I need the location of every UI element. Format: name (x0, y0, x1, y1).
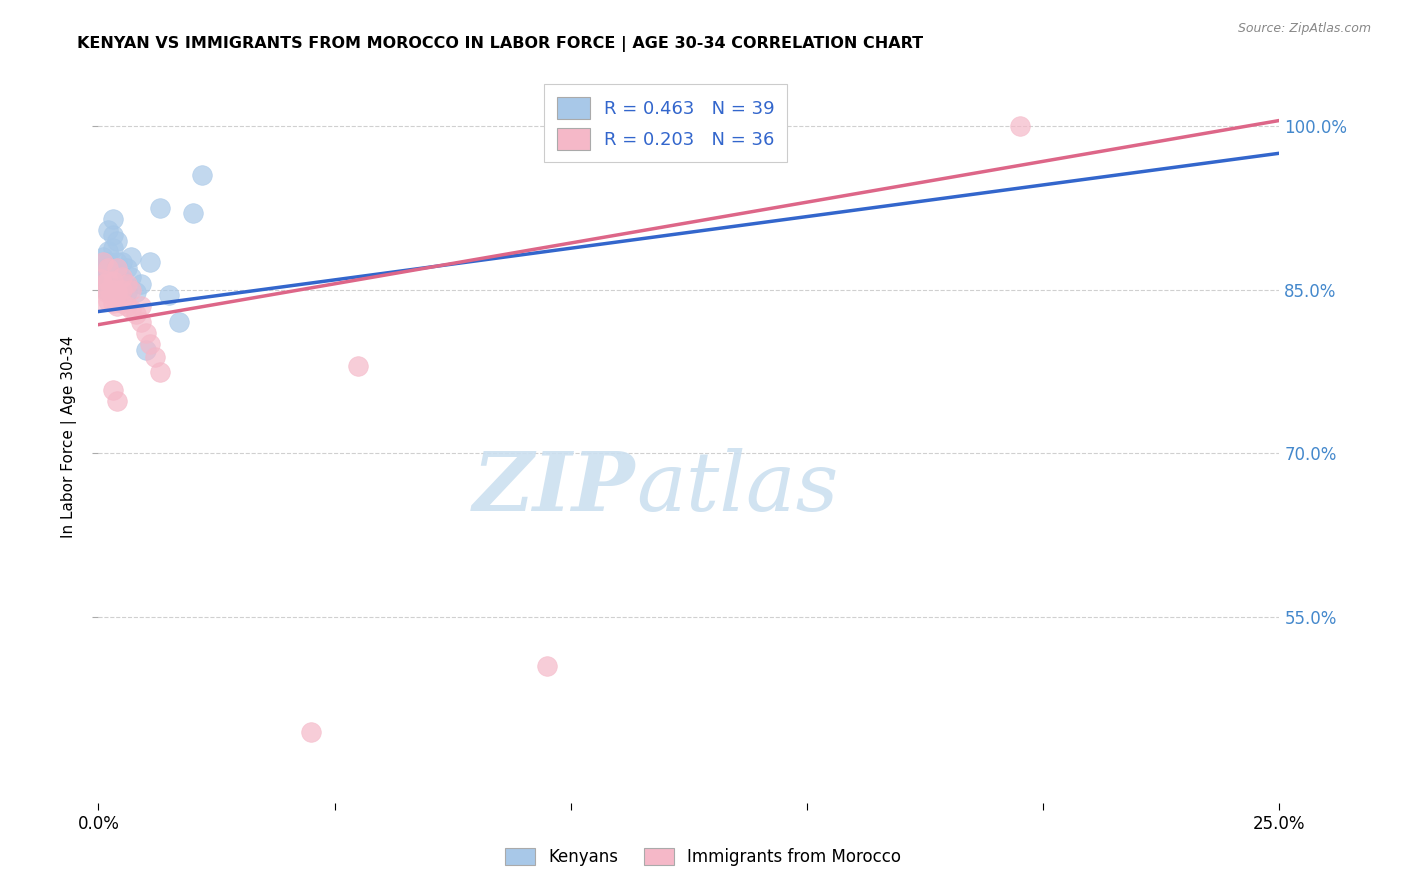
Point (101, 383, 124, 397)
Point (101, 295, 124, 310)
Point (91, 255, 114, 269)
Point (143, 351, 166, 365)
Point (105, 255, 128, 269)
Point (98, 285, 121, 299)
Point (111, 272, 134, 286)
Legend: Kenyans, Immigrants from Morocco: Kenyans, Immigrants from Morocco (496, 840, 910, 875)
Text: atlas: atlas (636, 449, 838, 528)
Point (157, 288, 180, 302)
Point (129, 277, 152, 292)
Point (135, 343, 157, 357)
Point (191, 168, 214, 182)
Point (139, 255, 162, 269)
Point (94, 283, 117, 297)
Point (129, 299, 152, 313)
Point (97, 274, 120, 288)
Point (90, 266, 112, 280)
Point (181, 206, 204, 220)
Point (105, 260, 128, 275)
Point (90, 260, 112, 275)
Point (101, 241, 124, 255)
Point (101, 283, 124, 297)
Point (104, 260, 127, 275)
Legend: R = 0.463   N = 39, R = 0.203   N = 36: R = 0.463 N = 39, R = 0.203 N = 36 (544, 84, 787, 162)
Point (98, 260, 121, 275)
Point (101, 274, 124, 288)
Point (101, 228, 124, 243)
Point (115, 285, 138, 299)
Point (94, 260, 117, 275)
Point (97, 244, 120, 259)
Point (105, 277, 128, 292)
Y-axis label: In Labor Force | Age 30-34: In Labor Force | Age 30-34 (60, 335, 77, 539)
Point (111, 255, 134, 269)
Point (105, 394, 128, 409)
Point (91, 255, 114, 269)
Point (149, 201, 172, 215)
Point (97, 274, 120, 288)
Point (105, 266, 128, 280)
Point (97, 255, 120, 269)
Point (97, 293, 120, 308)
Point (91, 277, 114, 292)
Point (101, 272, 124, 286)
Point (97, 260, 120, 275)
Point (111, 295, 134, 310)
Text: KENYAN VS IMMIGRANTS FROM MOROCCO IN LABOR FORCE | AGE 30-34 CORRELATION CHART: KENYAN VS IMMIGRANTS FROM MOROCCO IN LAB… (77, 36, 924, 52)
Point (149, 365, 172, 379)
Text: ZIP: ZIP (474, 449, 636, 528)
Point (115, 260, 138, 275)
Point (139, 337, 162, 351)
Point (347, 359, 370, 373)
Point (115, 277, 138, 292)
Point (90, 272, 112, 286)
Point (125, 285, 148, 299)
Point (125, 307, 148, 321)
Point (104, 290, 127, 304)
Point (121, 283, 143, 297)
Point (121, 269, 143, 284)
Point (121, 250, 143, 264)
Point (105, 299, 128, 313)
Point (167, 315, 190, 329)
Point (105, 234, 128, 248)
Point (91, 277, 114, 292)
Point (105, 285, 128, 299)
Point (121, 302, 143, 317)
Point (111, 283, 134, 297)
Point (135, 326, 157, 341)
Point (299, 724, 322, 739)
Point (101, 211, 124, 226)
Point (115, 299, 138, 313)
Text: Source: ZipAtlas.com: Source: ZipAtlas.com (1237, 22, 1371, 36)
Point (111, 269, 134, 284)
Point (108, 269, 131, 284)
Point (91, 293, 114, 308)
Point (111, 285, 134, 299)
Point (129, 315, 152, 329)
Point (97, 222, 120, 236)
Point (91, 250, 114, 264)
Point (101, 259, 124, 273)
Point (94, 285, 117, 299)
Point (1008, 119, 1031, 133)
Point (536, 659, 558, 673)
